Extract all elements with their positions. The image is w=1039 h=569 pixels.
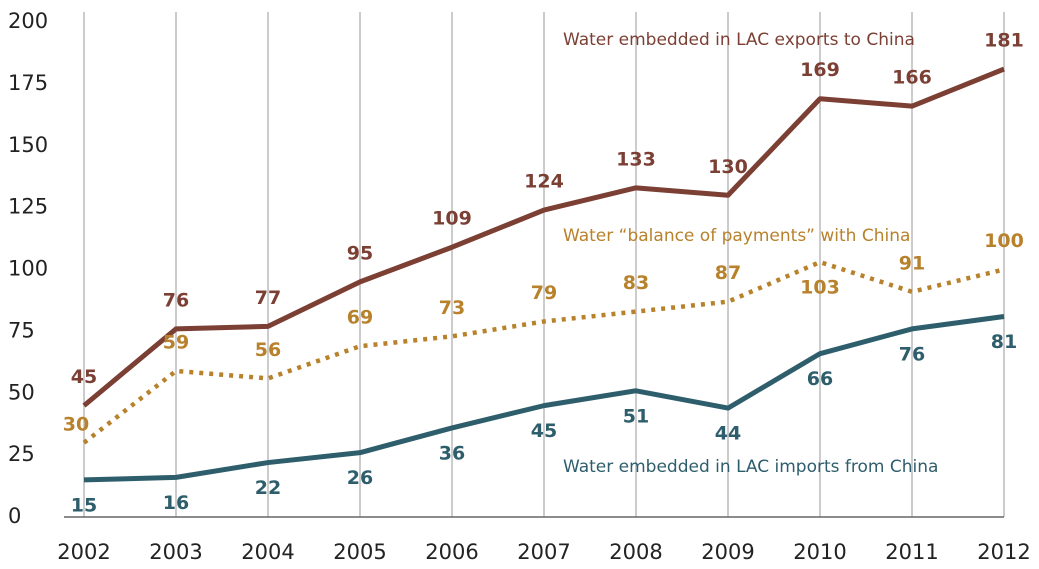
x-tick-label: 2005 [333,540,386,564]
series-line [82,259,1005,445]
data-label: 51 [623,405,649,427]
y-tick-label: 50 [8,380,35,404]
data-label: 100 [984,230,1024,252]
x-tick-label: 2004 [241,540,294,564]
data-label: 103 [800,277,840,299]
data-label: 22 [255,477,281,499]
data-label: 76 [163,289,189,311]
data-label: 169 [800,59,840,81]
data-label: 81 [991,331,1017,353]
data-label: 76 [899,343,925,365]
y-tick-label: 150 [8,133,48,157]
data-label: 124 [524,171,564,193]
data-label: 130 [708,156,748,178]
data-label: 36 [439,442,465,464]
data-label: 87 [715,262,741,284]
data-label: 56 [255,339,281,361]
data-label: 44 [715,423,741,445]
x-tick-label: 2012 [977,540,1030,564]
data-label: 30 [63,413,89,435]
data-label: 73 [439,297,465,319]
y-tick-label: 175 [8,71,48,95]
data-label: 181 [984,30,1024,52]
data-label: 15 [71,494,97,516]
y-tick-label: 100 [8,257,48,281]
data-label: 26 [347,467,373,489]
x-tick-label: 2008 [609,540,662,564]
series-line [83,314,1005,483]
y-tick-label: 75 [8,318,35,342]
data-label: 83 [623,272,649,294]
series-annotation: Water embedded in LAC exports to China [563,30,915,50]
data-label: 16 [163,492,189,514]
data-label: 166 [892,67,932,89]
x-tick-label: 2007 [517,540,570,564]
data-label: 45 [531,420,557,442]
x-tick-label: 2010 [793,540,846,564]
x-tick-label: 2011 [885,540,938,564]
data-label: 109 [432,208,472,230]
x-tick-label: 2006 [425,540,478,564]
data-label: 133 [616,148,656,170]
data-label: 77 [255,287,281,309]
data-label: 66 [807,368,833,390]
y-tick-label: 125 [8,195,48,219]
x-tick-label: 2002 [57,540,110,564]
y-tick-label: 200 [8,9,48,33]
data-label: 45 [71,366,97,388]
data-label: 79 [531,282,557,304]
series-line [82,66,1005,408]
series-annotation: Water embedded in LAC imports from China [563,457,938,477]
y-tick-label: 25 [8,442,35,466]
x-tick-label: 2009 [701,540,754,564]
data-label: 95 [347,242,373,264]
x-tick-label: 2003 [149,540,202,564]
data-label: 91 [899,252,925,274]
data-label: 59 [163,331,189,353]
y-tick-label: 0 [8,504,21,528]
series-annotation: Water “balance of payments” with China [563,226,910,246]
data-label: 69 [347,307,373,329]
